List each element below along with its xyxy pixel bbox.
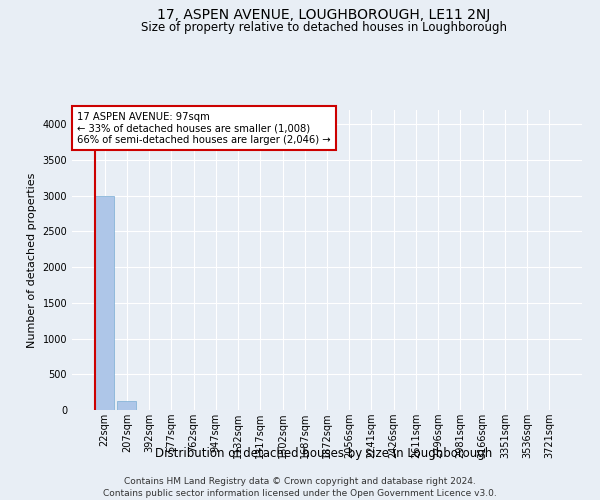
- Text: Contains HM Land Registry data © Crown copyright and database right 2024.: Contains HM Land Registry data © Crown c…: [124, 478, 476, 486]
- Text: Distribution of detached houses by size in Loughborough: Distribution of detached houses by size …: [155, 448, 493, 460]
- Y-axis label: Number of detached properties: Number of detached properties: [27, 172, 37, 348]
- Text: 17, ASPEN AVENUE, LOUGHBOROUGH, LE11 2NJ: 17, ASPEN AVENUE, LOUGHBOROUGH, LE11 2NJ: [157, 8, 491, 22]
- Text: Size of property relative to detached houses in Loughborough: Size of property relative to detached ho…: [141, 22, 507, 35]
- Text: Contains public sector information licensed under the Open Government Licence v3: Contains public sector information licen…: [103, 489, 497, 498]
- Bar: [118, 402, 136, 410]
- Text: 17 ASPEN AVENUE: 97sqm
← 33% of detached houses are smaller (1,008)
66% of semi-: 17 ASPEN AVENUE: 97sqm ← 33% of detached…: [77, 112, 331, 144]
- Bar: [95, 196, 114, 410]
